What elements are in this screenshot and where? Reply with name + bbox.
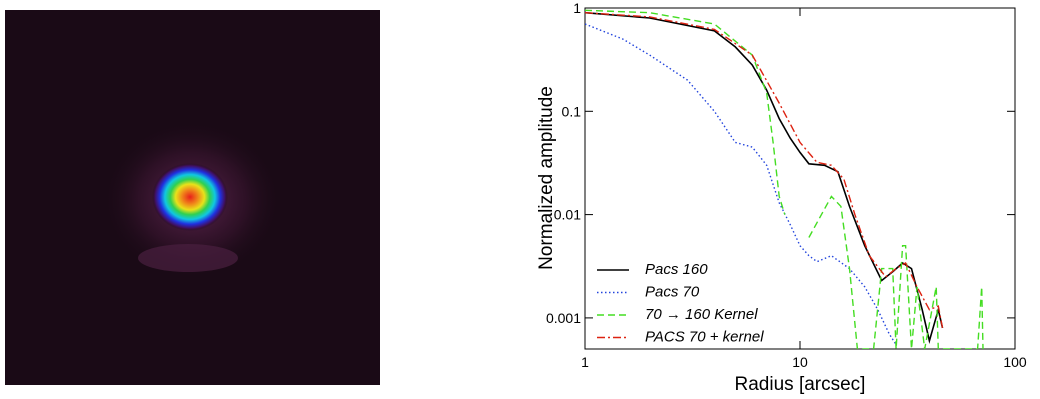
y-tick-label: 0.1: [562, 103, 582, 119]
x-axis-label: Radius [arcsec]: [735, 374, 866, 395]
y-axis-label: Normalized amplitude: [536, 86, 557, 270]
series-line: [585, 23, 897, 346]
plot-lines: [585, 9, 984, 349]
y-tick-label: 1: [573, 0, 581, 16]
x-tick-label: 100: [1003, 354, 1027, 370]
y-tick-label: 0.01: [554, 207, 581, 223]
legend-label: 70 → 160 Kernel: [645, 306, 758, 323]
legend-label: Pacs 70: [645, 283, 700, 300]
legend-label: Pacs 160: [645, 261, 708, 278]
series-line: [585, 11, 944, 344]
y-tick-label: 0.001: [546, 310, 581, 326]
x-tick-label: 1: [581, 354, 589, 370]
series-line: [585, 9, 984, 349]
legend-label: PACS 70 + kernel: [645, 328, 764, 345]
x-tick-label: 10: [792, 354, 808, 370]
series-line: [585, 12, 944, 329]
kernel-image: [5, 10, 380, 385]
